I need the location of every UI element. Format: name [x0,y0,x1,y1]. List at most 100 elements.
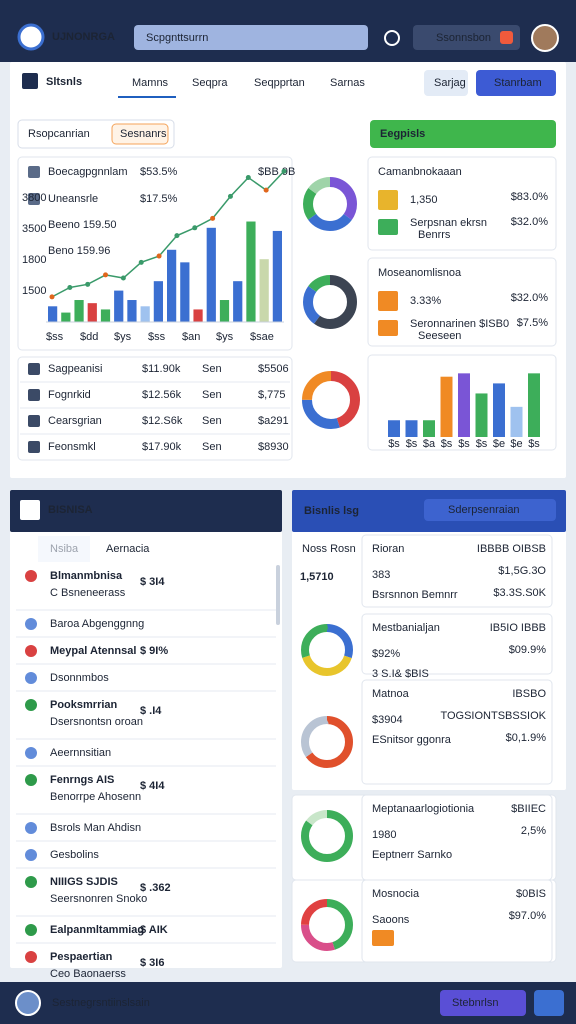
card-sub: Serpsnan ekrsn [410,217,487,229]
action-button-label: Sarjag [434,77,466,89]
list-value: $ 9I% [140,645,168,657]
action-button[interactable] [424,70,468,96]
mini-x-label: $e [510,438,522,450]
stats-card [361,679,553,785]
list-icon [25,618,37,630]
list-icon [25,699,37,711]
table-cell: Sen [202,363,222,375]
list-value: $ .I4 [140,705,162,717]
menu-button[interactable] [534,990,564,1016]
mini-x-label: $e [493,438,505,450]
action-button-primary-label: Stanrbam [494,77,542,89]
tab[interactable]: Sarnas [330,77,365,89]
donut-segment [302,371,360,429]
x-label: $dd [80,331,98,343]
bar [206,227,216,322]
table-icon [28,389,40,401]
table-cell: Sen [202,389,222,401]
table-cell: Cearsgrian [48,415,102,427]
list-label[interactable]: Bsrols Man Ahdisn [50,822,141,834]
mini-x-label: $s [388,438,400,450]
search-box-2[interactable] [413,25,520,50]
donut-segment [301,624,353,676]
line-point [174,233,180,239]
stats-button[interactable] [424,499,556,521]
list-label[interactable]: Pooksmrrian [50,699,118,711]
mini-bar [405,420,418,437]
side-label: 1800 [22,254,46,266]
footer-text: Sestnegrsntiinslsain [52,997,150,1009]
stats-card-right: $1,5G.3O [498,565,546,577]
bar [87,303,97,322]
stats-card-right: 2,5% [521,825,546,837]
table-cell: $,775 [258,389,286,401]
stats-card-value: 1980 [372,829,396,841]
list-label[interactable]: Dsonnmbos [50,672,109,684]
tab[interactable]: Mamns [132,77,169,89]
tab[interactable]: Seqpprtan [254,77,305,89]
card-right: $83.0% [511,191,549,203]
stats-card-right: IBBBB OIBSB [477,543,546,555]
list-icon [25,774,37,786]
row-icon [28,193,40,205]
stats-card-sub: Bsrsnnon Bemnrr [372,589,458,601]
search-badge [500,31,513,44]
bar [100,309,111,322]
mini-x-label: $s [476,438,488,450]
line-point [103,272,109,278]
list-label[interactable]: Baroa Abgenggnng [50,618,144,630]
donut-segment [303,275,357,329]
stats-title: Bisnlis lsg [304,505,359,517]
list-icon [25,570,37,582]
card-icon-small [378,219,398,235]
donut-segment [301,810,353,862]
list-title: BISNISA [48,504,93,516]
table-cell: $5506 [258,363,289,375]
donut-segment [303,177,357,231]
list-label[interactable]: NIIIGS SJDIS [50,876,118,888]
stats-button-label: Sderpsenraian [448,504,520,516]
mini-bar [493,383,505,437]
stats-card-sub: Eeptnerr Sarnko [372,849,452,861]
list-label[interactable]: Meypal Atennsal [50,645,136,657]
list-label[interactable]: Ealpanmltammiag [50,924,144,936]
mini-x-label: $s [528,438,540,450]
table-cell: $12.S6k [142,415,183,427]
mini-bar [440,376,453,437]
list-value: $ 3I4 [140,576,165,588]
search-box[interactable] [134,25,368,50]
list-sub: Ceo Baonaerss [50,968,126,980]
bar [127,300,137,322]
list-tab[interactable]: Aernacia [106,543,150,555]
notification-icon[interactable] [384,30,400,46]
footer-avatar[interactable] [15,990,41,1016]
row-icon [28,166,40,178]
list-label[interactable]: Gesbolins [50,849,99,861]
table-icon [28,441,40,453]
table-cell: Feonsmkl [48,441,96,453]
stats-card-right: $09.9% [509,644,547,656]
tab[interactable]: Seqpra [192,77,228,89]
list-label[interactable]: Fenrngs AIS [50,774,114,786]
stats-card-title: Matnoa [372,688,410,700]
list-label[interactable]: Blmanmbnisa [50,570,123,582]
avatar[interactable] [531,24,559,52]
info-card [367,156,557,251]
card-sub: Seronnarinen $ISB0 [410,318,509,330]
donut-segment [302,371,360,429]
card-right: $32.0% [511,216,549,228]
action-button-primary[interactable] [476,70,556,96]
footer-button[interactable] [440,990,526,1016]
filter-chip[interactable] [111,123,169,145]
highlight-bar[interactable] [370,120,556,148]
line-point [85,281,91,287]
table-cell: $a291 [258,415,289,427]
stats-card-right: $97.0% [509,910,547,922]
table-cell: $12.56k [142,389,182,401]
line-point [120,275,126,281]
list-label[interactable]: Aeernnsitian [50,747,111,759]
list-label[interactable]: Pespaertian [50,951,113,963]
list-icon [25,924,37,936]
donut-segment [303,177,357,231]
footer-button-label: Stebnrlsn [452,997,498,1009]
